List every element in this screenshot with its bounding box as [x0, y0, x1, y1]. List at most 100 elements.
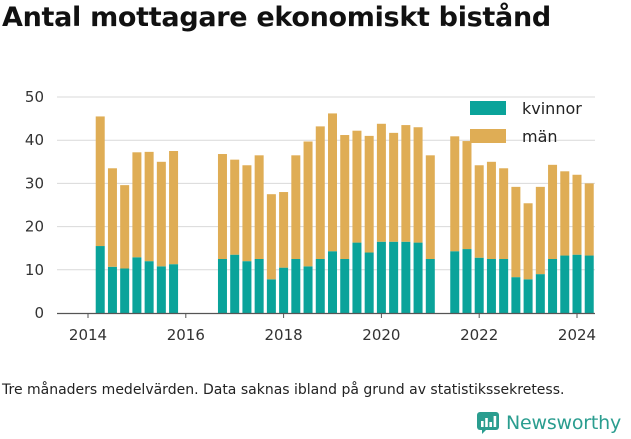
- bar-kvinnor: [279, 267, 289, 313]
- bar-kvinnor: [132, 257, 142, 313]
- bar-man: [523, 203, 533, 280]
- bar-man: [328, 113, 337, 252]
- bar-kvinnor: [560, 255, 570, 313]
- bar-kvinnor: [389, 241, 399, 313]
- bar-man: [144, 151, 154, 262]
- brand-name: Newsworthy: [506, 412, 622, 434]
- bar-kvinnor: [303, 266, 313, 313]
- bar-kvinnor: [462, 249, 472, 313]
- bar-kvinnor: [511, 277, 521, 313]
- stacked-bar-chart: 0 10 20 30 40 50 2014 2016 2018 2020 2022 2024 kvin…: [25, 88, 596, 344]
- bar-kvinnor: [95, 246, 105, 313]
- bar-man: [401, 125, 411, 242]
- bar-man: [511, 186, 521, 278]
- bar-man: [450, 136, 460, 252]
- bar-kvinnor: [230, 254, 240, 313]
- bar-kvinnor: [486, 259, 496, 313]
- bar-man: [413, 127, 423, 243]
- bar-man: [217, 154, 227, 259]
- bar-kvinnor: [376, 241, 386, 313]
- bar-kvinnor: [474, 257, 484, 313]
- y-tick-label: 40: [25, 131, 44, 149]
- bar-kvinnor: [254, 259, 264, 313]
- bar-man: [548, 164, 558, 259]
- bar-kvinnor: [340, 259, 350, 313]
- brand-logo[interactable]: Newsworthy: [476, 408, 621, 438]
- bar-man: [291, 155, 301, 259]
- x-tick-label: 2014: [69, 326, 107, 344]
- bar-man: [242, 165, 252, 262]
- x-tick-label: 2018: [265, 326, 303, 344]
- legend: kvinnor män: [470, 99, 582, 146]
- bar-kvinnor: [584, 255, 594, 313]
- x-tick-label: 2016: [167, 326, 205, 344]
- chart-caption: Tre månaders medelvärden. Data saknas ib…: [2, 382, 565, 398]
- bar-kvinnor: [401, 241, 411, 313]
- bar-kvinnor: [535, 274, 545, 313]
- axes: 0 10 20 30 40 50 2014 2016 2018 2020 2022 2024: [25, 88, 596, 344]
- bar-man: [572, 174, 582, 255]
- legend-swatch-kvinnor: [470, 101, 506, 115]
- bar-kvinnor: [315, 259, 325, 313]
- bars: [95, 113, 594, 313]
- bar-man: [340, 135, 350, 259]
- bar-man: [425, 155, 435, 259]
- x-tick-label: 2020: [362, 326, 400, 344]
- bar-man: [535, 186, 545, 275]
- bar-man: [499, 168, 509, 259]
- y-tick-label: 0: [34, 304, 44, 322]
- y-tick-label: 30: [25, 174, 44, 192]
- bar-kvinnor: [413, 242, 423, 313]
- bar-kvinnor: [328, 251, 337, 313]
- y-tick-label: 10: [25, 261, 44, 279]
- bar-man: [230, 159, 240, 255]
- bar-kvinnor: [144, 261, 154, 313]
- bar-kvinnor: [156, 266, 166, 313]
- bar-kvinnor: [499, 259, 509, 313]
- bar-man: [303, 141, 313, 267]
- newsworthy-logo-icon: [477, 412, 499, 434]
- chart-title: Antal mottagare ekonomiskt bistånd: [2, 2, 551, 33]
- bar-man: [279, 192, 289, 268]
- bar-man: [266, 194, 276, 280]
- bar-man: [132, 152, 142, 258]
- bar-kvinnor: [242, 261, 252, 313]
- bar-man: [364, 135, 374, 253]
- bar-man: [474, 165, 484, 258]
- legend-swatch-man: [470, 129, 506, 143]
- x-tick-label: 2024: [558, 326, 596, 344]
- x-tick-label: 2022: [460, 326, 498, 344]
- bar-kvinnor: [548, 259, 558, 313]
- bar-man: [156, 161, 166, 267]
- bar-kvinnor: [364, 252, 374, 313]
- bar-kvinnor: [425, 259, 435, 313]
- bar-kvinnor: [217, 259, 227, 313]
- bar-kvinnor: [523, 279, 533, 313]
- bar-man: [315, 126, 325, 259]
- bar-kvinnor: [169, 264, 179, 313]
- bar-kvinnor: [352, 242, 362, 313]
- bar-kvinnor: [572, 254, 582, 313]
- bar-man: [560, 171, 570, 256]
- bar-kvinnor: [291, 259, 301, 313]
- legend-label-man: män: [522, 127, 558, 146]
- bar-man: [169, 151, 179, 265]
- bar-man: [254, 155, 264, 259]
- bar-man: [584, 183, 594, 256]
- bar-kvinnor: [450, 251, 460, 313]
- legend-label-kvinnor: kvinnor: [522, 99, 582, 118]
- bar-man: [120, 185, 130, 269]
- bar-man: [376, 123, 386, 242]
- y-tick-label: 20: [25, 218, 44, 236]
- bar-man: [107, 168, 117, 267]
- y-tick-label: 50: [25, 88, 44, 106]
- bar-man: [95, 116, 105, 247]
- bar-man: [462, 141, 472, 250]
- bar-kvinnor: [266, 279, 276, 313]
- bar-kvinnor: [107, 266, 117, 313]
- bar-man: [486, 161, 496, 259]
- bar-man: [352, 130, 362, 243]
- bar-man: [389, 132, 399, 242]
- bar-kvinnor: [120, 268, 130, 313]
